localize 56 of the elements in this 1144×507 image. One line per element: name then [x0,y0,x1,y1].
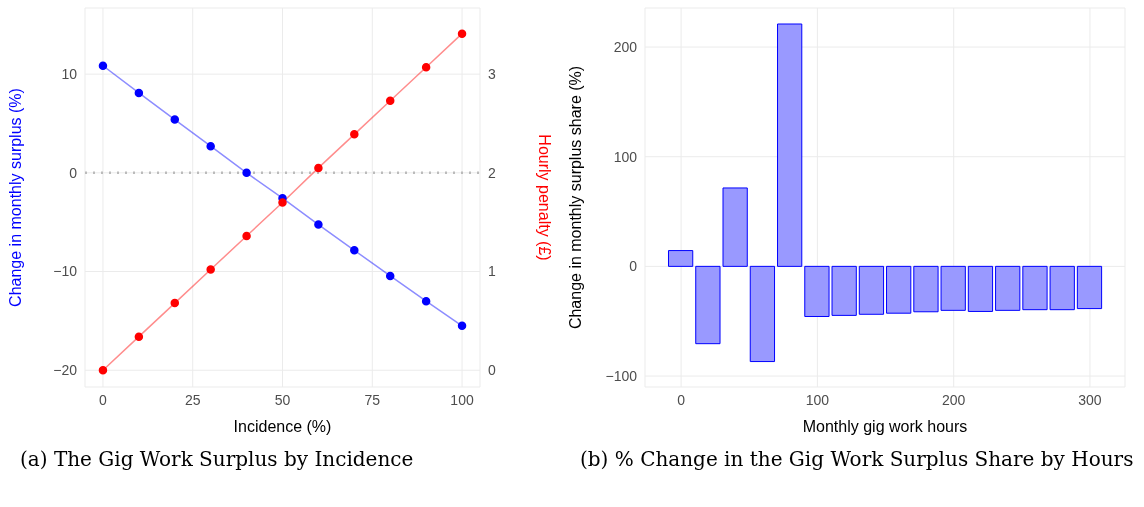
text: (b) % Change in the Gig Work Surplus Share by Hours [579,446,1135,472]
y-tick-label: 0 [629,258,638,275]
y-axis-title: Change in monthly surplus (%) [6,88,24,307]
y2-tick-label: 2 [488,164,496,181]
y2-tick-label: 0 [488,362,496,379]
x-axis-title: Incidence (%) [233,418,332,435]
bar [667,250,694,267]
point [206,141,215,151]
x-tick-label: 300 [1078,391,1102,408]
bar [1076,265,1103,310]
point [242,168,251,178]
point [421,62,431,72]
bar [967,265,994,312]
y2-axis-title: Hourly penalty (£) [536,134,554,261]
y-tick-label: −20 [53,362,78,379]
text: (a) The Gig Work Surplus by Incidence [19,446,415,472]
x-tick-label: 0 [677,391,686,408]
x-tick-label: 50 [274,391,291,408]
y-tick-label: 200 [613,39,638,56]
point [385,96,395,106]
y-tick-label: −10 [53,263,78,280]
bar [858,265,885,315]
point [350,246,359,255]
x-tick-label: 100 [805,391,830,408]
bar [749,265,776,363]
y-tick-label: −100 [605,368,638,384]
point [206,265,215,274]
point [242,231,251,241]
point [350,130,359,139]
point [170,298,180,308]
point [457,29,467,38]
point [134,332,144,341]
y-tick-label: 0 [69,164,78,181]
y2-tick-label: 1 [488,263,496,280]
x-tick-label: 200 [942,391,966,408]
bar [886,265,912,314]
y-tick-label: 100 [613,148,638,165]
point [98,61,108,70]
point [457,321,467,331]
x-axis-title: Monthly gig work hours [802,418,968,435]
point [98,365,108,375]
y-tick-label: 10 [61,66,78,83]
point [170,115,180,124]
point [421,296,431,306]
x-tick-label: 0 [99,391,108,408]
y2-tick-label: 3 [488,66,496,83]
point [385,271,395,281]
point [278,198,287,207]
point [314,220,323,229]
x-tick-label: 25 [184,391,201,408]
point [134,88,144,98]
x-tick-label: 75 [364,391,381,408]
bar [777,23,803,267]
point [314,163,323,173]
x-tick-label: 100 [450,391,474,408]
y-axis-title: Change in monthly surplus share (%) [566,65,584,330]
